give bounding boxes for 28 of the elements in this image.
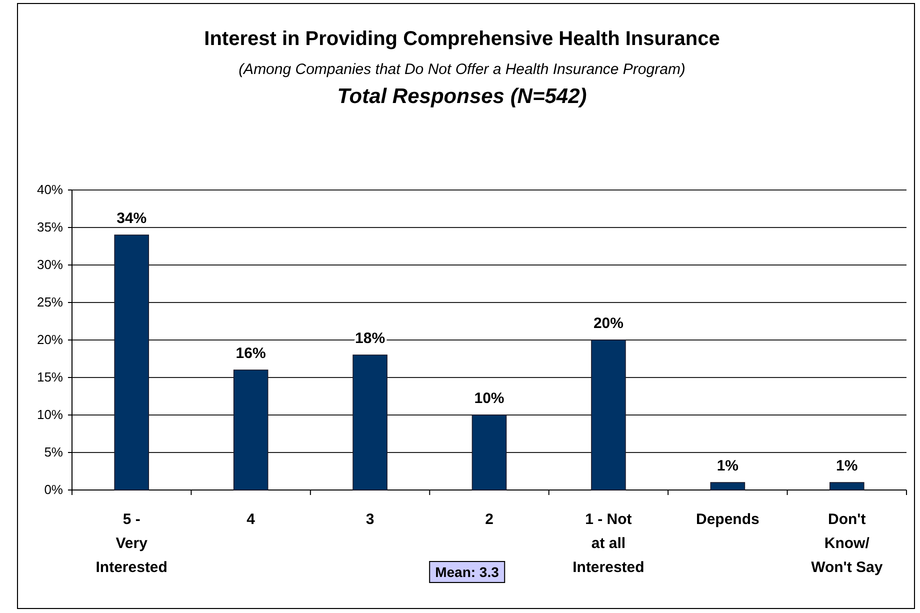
y-tick-label: 10% [36,407,64,422]
x-tick-label: 1 - Not at all Interested [572,511,644,576]
y-tick-label: 40% [36,182,64,198]
y-tick-label: 25% [36,294,64,310]
bar [829,482,864,490]
y-tick-label: 30% [36,257,64,272]
x-tick-label: Don't Know/ Won't Say [811,511,884,576]
data-label: 20% [593,315,624,332]
data-label: 16% [236,345,266,362]
y-tick-label: 20% [36,332,64,348]
data-label: 10% [474,390,504,407]
chart-title: Interest in Providing Comprehensive Health Insurance [204,28,720,50]
y-tick-label: 5% [44,444,64,460]
data-label: 34% [116,210,147,227]
y-tick-label: 0% [44,482,64,498]
bar [710,482,746,490]
x-tick-label: 5 - Very Interested [96,511,168,576]
x-tick-label: 3 [366,511,374,528]
x-tick-label: 4 [246,511,256,528]
chart-subtitle: (Among Companies that Do Not Offer a Health Insurance Program) [238,61,686,78]
data-label: 1% [836,458,858,474]
data-label: 1% [716,458,739,474]
y-tick-label: 15% [36,370,64,385]
text: Total Responses (N=542) [337,85,587,108]
x-tick-label: 2 [485,511,494,528]
x-tick-label: Depends [696,511,760,528]
text: Mean: 3.3 [435,564,500,580]
y-tick-label: 35% [36,220,64,235]
